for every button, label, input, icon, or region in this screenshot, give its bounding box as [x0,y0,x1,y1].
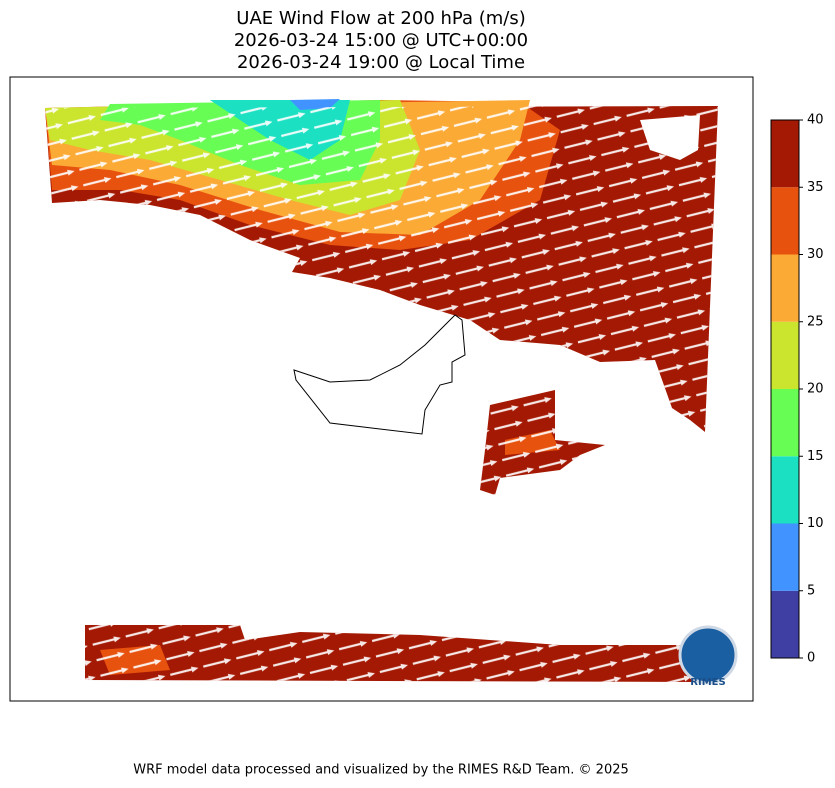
map: RIMES [45,99,738,688]
colorbar-segment [771,389,799,457]
colorbar-segment [771,590,799,658]
wind-arrows [45,106,718,432]
title-line: UAE Wind Flow at 200 hPa (m/s) [236,8,525,29]
title-line: 2026-03-24 19:00 @ Local Time [237,52,525,73]
colorbar-segment [771,254,799,322]
colorbar-segment [771,187,799,255]
colorbar-tick-label: 35 [807,180,824,195]
colorbar-tick-label: 15 [807,449,824,464]
footer: WRF model data processed and visualized … [133,763,629,778]
wind-arrows [85,625,695,682]
colorbar-tick-label: 10 [807,516,824,531]
colorbar-segment [771,120,799,188]
colorbar-segment [771,321,799,389]
colorbar: 0 5 10 15 20 25 30 35 40 [770,113,824,666]
colorbar-tick-label: 30 [807,247,824,262]
title-line: 2026-03-24 15:00 @ UTC+00:00 [234,30,528,51]
colorbar-tick-label: 25 [807,314,824,329]
logo-text: RIMES [690,677,725,688]
colorbar-tick-label: 0 [807,651,815,666]
wind-arrows [480,390,605,495]
map-frame [9,76,754,702]
country-border [293,314,466,435]
colorbar-segment [771,523,799,591]
logo-emblem [678,625,738,685]
colorbar-tick-label: 20 [807,382,824,397]
colorbar-tick-label: 40 [807,113,824,128]
colorbar-tick-label: 5 [807,583,815,598]
colorbar-segment [771,456,799,524]
